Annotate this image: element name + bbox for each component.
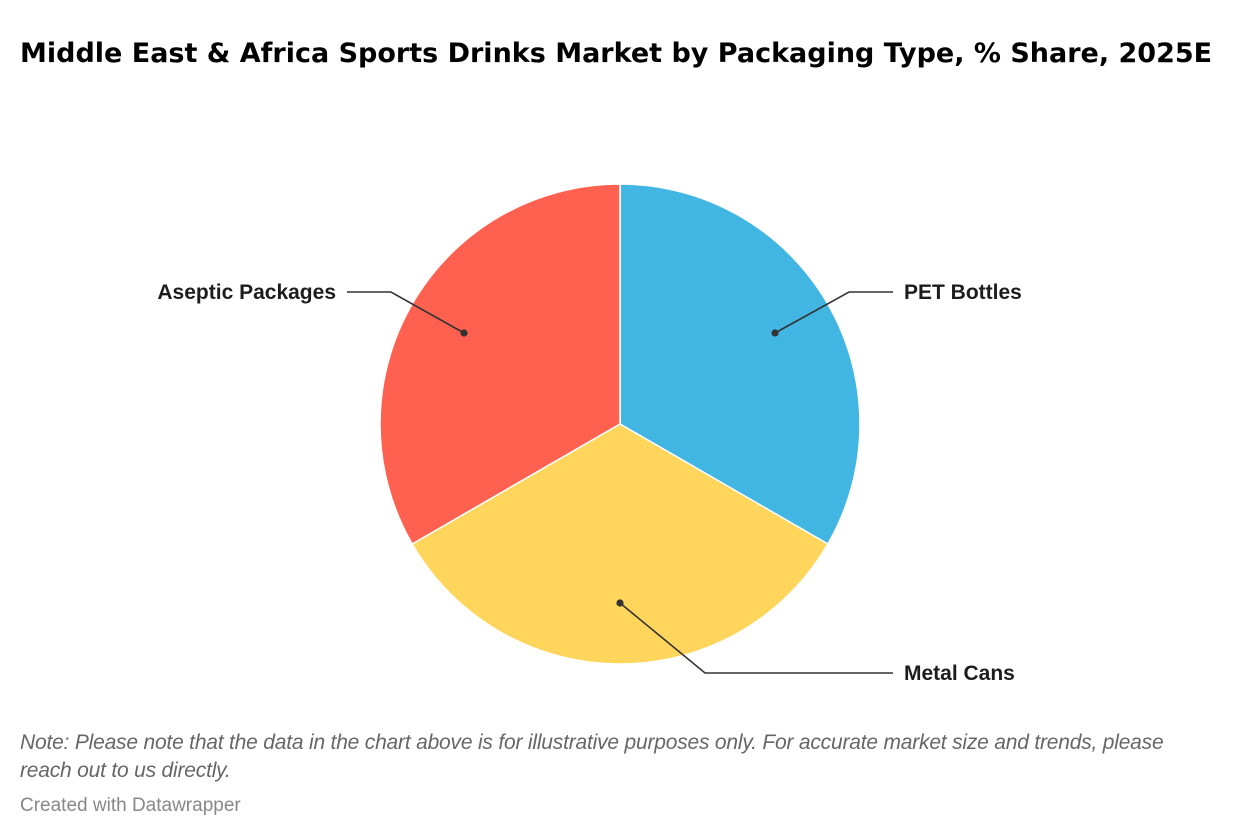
slice-label-pet-bottles: PET Bottles (904, 281, 1022, 304)
leader-line-pet (774, 291, 893, 334)
chart-note: Note: Please note that the data in the c… (20, 731, 1164, 782)
chart-title: Middle East & Africa Sports Drinks Marke… (20, 38, 1213, 69)
leader-dot-metal (616, 599, 624, 607)
leader-line-metal (619, 602, 893, 674)
leader-dot-pet (771, 329, 779, 337)
slice-label-metal-cans: Metal Cans (904, 662, 1015, 685)
leader-lines (347, 291, 893, 674)
slice-label-aseptic-packages: Aseptic Packages (157, 281, 336, 304)
leader-dots (460, 329, 779, 607)
pie-slices (379, 183, 861, 665)
datawrapper-credit: Created with Datawrapper (20, 795, 241, 816)
pie-slice-metal-cans (411, 423, 829, 665)
leader-line-aseptic (347, 291, 465, 334)
leader-dot-aseptic (460, 329, 468, 337)
